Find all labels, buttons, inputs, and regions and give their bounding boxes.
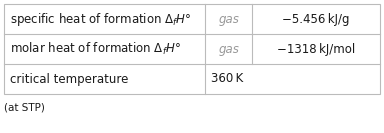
Text: −1318 kJ/mol: −1318 kJ/mol xyxy=(277,43,355,55)
Text: 360 K: 360 K xyxy=(211,72,243,86)
Text: −5.456 kJ/g: −5.456 kJ/g xyxy=(282,13,350,26)
Text: gas: gas xyxy=(218,43,239,55)
Text: (at STP): (at STP) xyxy=(4,102,45,112)
Text: critical temperature: critical temperature xyxy=(10,72,128,86)
Text: gas: gas xyxy=(218,13,239,26)
Text: molar heat of formation $\Delta_f H°$: molar heat of formation $\Delta_f H°$ xyxy=(10,41,181,57)
Bar xyxy=(4,4,380,94)
Text: specific heat of formation $\Delta_f H°$: specific heat of formation $\Delta_f H°$ xyxy=(10,11,192,28)
